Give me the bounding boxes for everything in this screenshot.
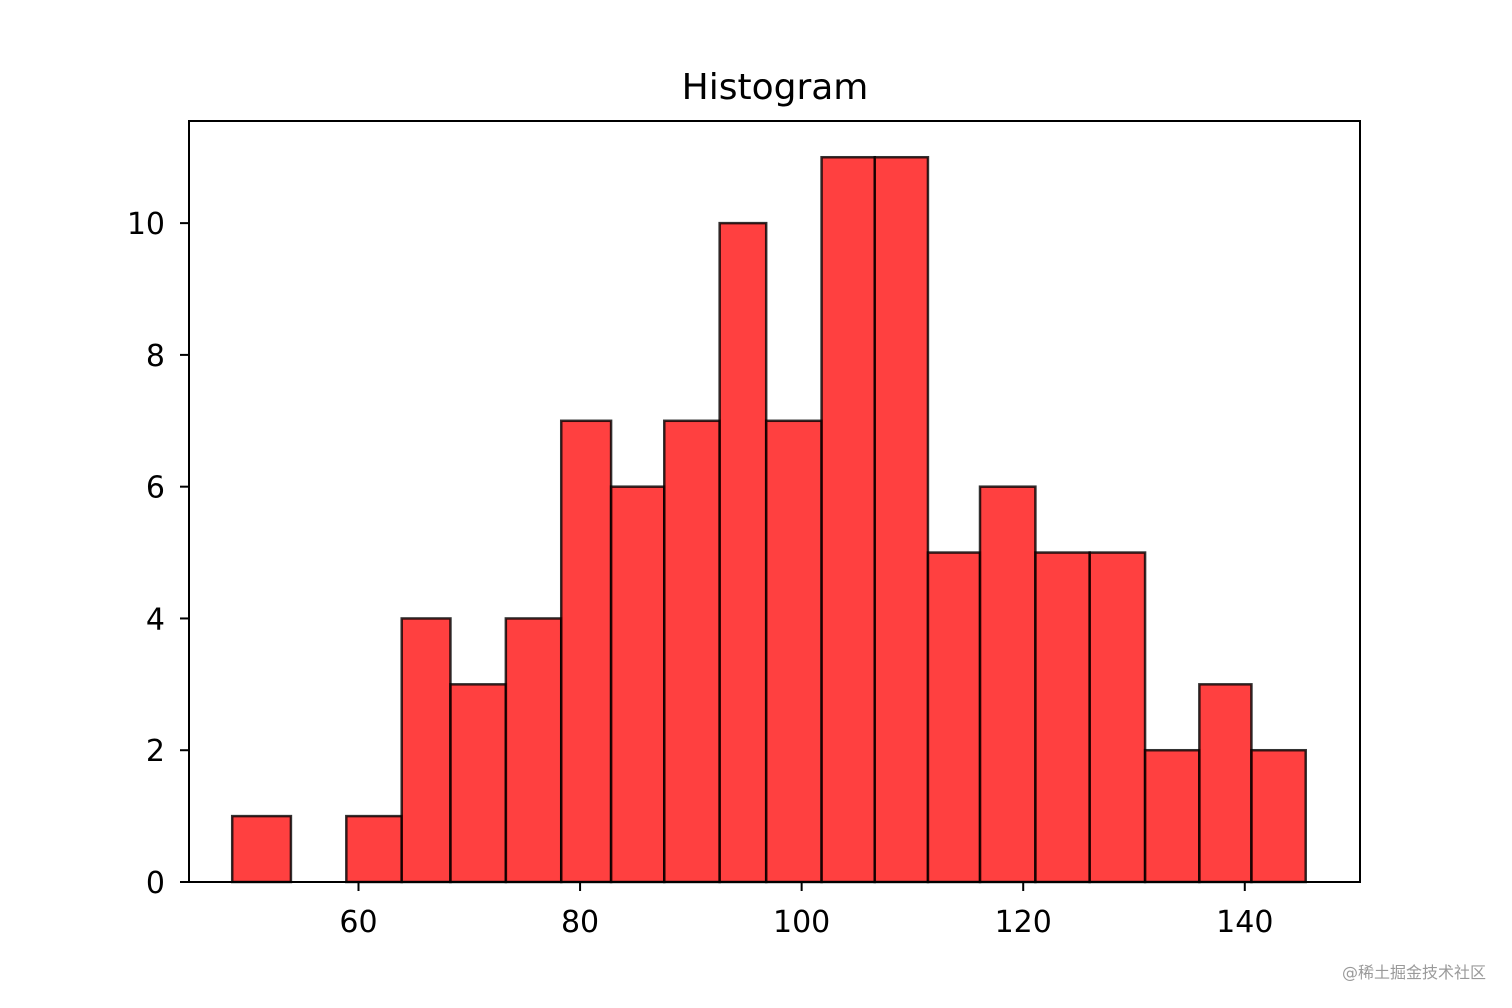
histogram-bar	[345, 814, 403, 884]
plot-frame	[188, 120, 1361, 883]
y-tick-label: 4	[146, 602, 165, 637]
histogram-bar	[559, 419, 613, 884]
histogram-bar	[449, 683, 508, 884]
histogram-bar	[764, 419, 823, 884]
histogram-bar	[1143, 748, 1201, 884]
x-tick-label: 60	[339, 905, 377, 940]
histogram-bar	[1250, 748, 1307, 884]
histogram-bar	[873, 155, 930, 884]
y-tick-label: 2	[146, 734, 165, 769]
x-tick-label: 140	[1216, 905, 1273, 940]
histogram-bar	[504, 617, 563, 884]
y-tick-label: 6	[146, 471, 165, 506]
x-tick-label: 80	[561, 905, 599, 940]
y-axis: 0 2 4 6 8 10	[127, 207, 189, 901]
histogram-bar	[400, 617, 452, 884]
histogram-bar	[1034, 551, 1091, 884]
histogram-bar	[820, 155, 877, 884]
histogram-bar	[663, 419, 721, 884]
histogram-bar	[609, 485, 666, 884]
bars-layer	[230, 155, 1307, 884]
histogram-bar	[230, 814, 293, 884]
histogram-bar	[718, 221, 768, 884]
histogram-bar	[978, 485, 1037, 884]
histogram-bar	[1088, 551, 1147, 884]
histogram-bar	[926, 551, 982, 884]
y-tick-label: 10	[127, 207, 165, 242]
watermark-text: @稀土掘金技术社区	[1342, 963, 1486, 982]
x-tick-label: 100	[773, 905, 830, 940]
y-tick-label: 8	[146, 339, 165, 374]
y-tick-label: 0	[146, 866, 165, 901]
x-axis: 60 80 100 120 140	[339, 882, 1273, 940]
histogram-bar	[1198, 683, 1253, 884]
chart-title: Histogram	[682, 67, 869, 108]
x-tick-label: 120	[995, 905, 1052, 940]
